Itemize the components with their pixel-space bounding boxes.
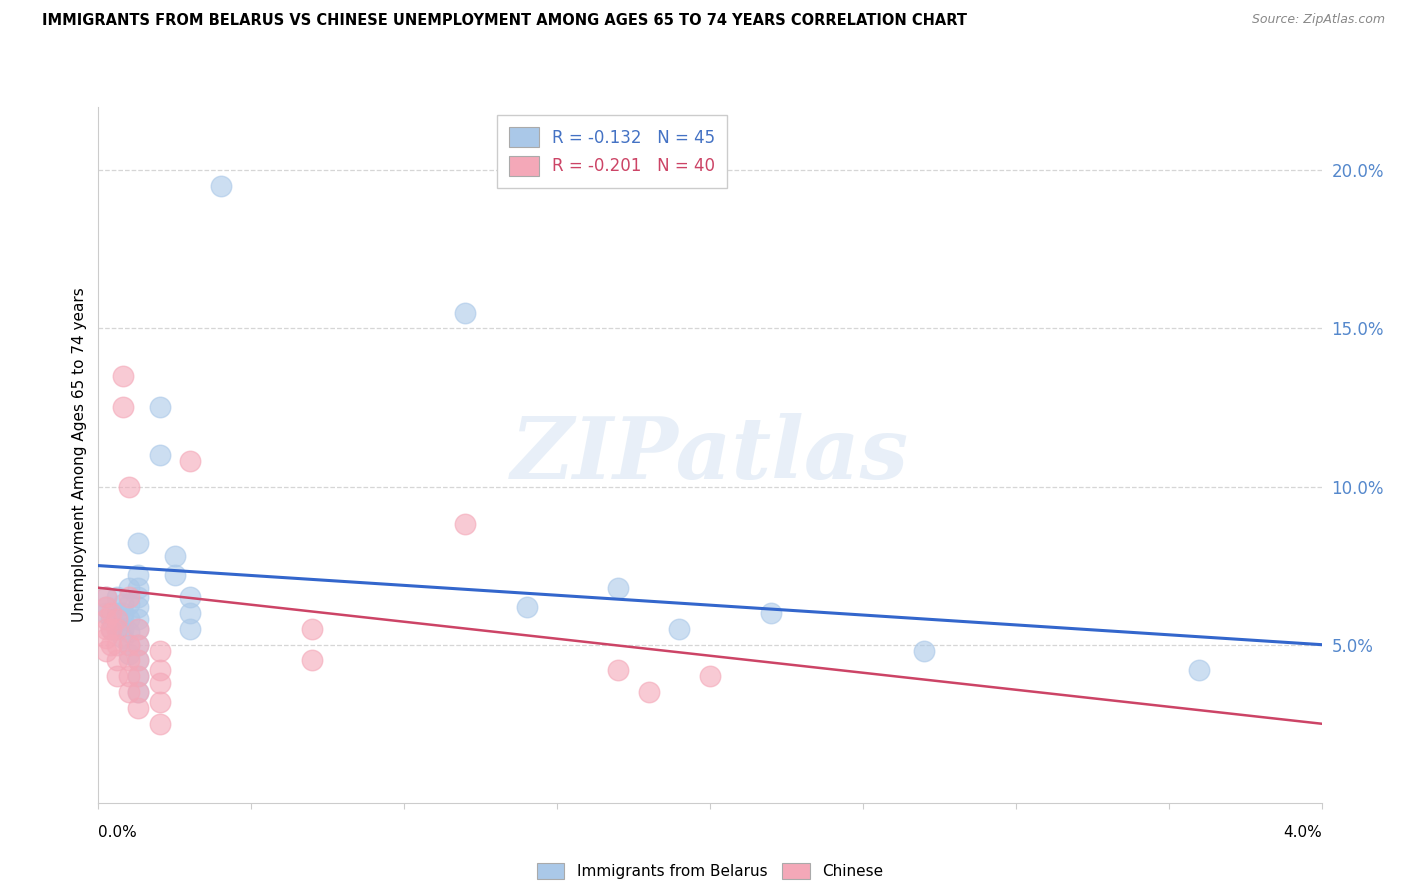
Point — [127, 622, 149, 636]
Point — [94, 599, 117, 614]
Point — [127, 653, 149, 667]
Point — [179, 454, 201, 468]
Point — [94, 591, 117, 605]
Point — [127, 591, 149, 605]
Text: ZIPatlas: ZIPatlas — [510, 413, 910, 497]
Point — [149, 644, 172, 658]
Point — [94, 644, 117, 658]
Point — [149, 401, 172, 415]
Point — [149, 695, 172, 709]
Point — [668, 622, 690, 636]
Point — [100, 622, 122, 636]
Point — [100, 612, 122, 626]
Point — [105, 622, 128, 636]
Point — [118, 597, 141, 611]
Point — [127, 685, 149, 699]
Point — [94, 632, 117, 646]
Point — [149, 448, 172, 462]
Point — [127, 669, 149, 683]
Point — [127, 536, 149, 550]
Point — [127, 581, 149, 595]
Point — [105, 606, 128, 620]
Point — [111, 606, 134, 620]
Point — [149, 663, 172, 677]
Point — [179, 622, 201, 636]
Point — [118, 638, 141, 652]
Point — [105, 653, 128, 667]
Point — [100, 638, 122, 652]
Point — [111, 368, 134, 383]
Point — [94, 599, 117, 614]
Point — [179, 606, 201, 620]
Point — [118, 625, 141, 640]
Point — [100, 606, 122, 620]
Point — [759, 606, 782, 620]
Point — [105, 612, 128, 626]
Point — [607, 581, 630, 595]
Point — [111, 632, 134, 646]
Point — [637, 685, 661, 699]
Point — [118, 685, 141, 699]
Point — [127, 638, 149, 652]
Point — [127, 599, 149, 614]
Point — [127, 685, 149, 699]
Point — [127, 701, 149, 715]
Point — [127, 669, 149, 683]
Point — [118, 591, 141, 605]
Point — [118, 653, 141, 667]
Point — [111, 597, 134, 611]
Point — [118, 638, 141, 652]
Legend: Immigrants from Belarus, Chinese: Immigrants from Belarus, Chinese — [530, 856, 890, 886]
Point — [100, 622, 122, 636]
Point — [94, 622, 117, 636]
Point — [912, 644, 935, 658]
Point — [94, 606, 117, 620]
Point — [607, 663, 630, 677]
Point — [94, 591, 117, 605]
Point — [118, 612, 141, 626]
Point — [1188, 663, 1211, 677]
Point — [111, 401, 134, 415]
Point — [163, 549, 186, 563]
Point — [105, 669, 128, 683]
Text: 4.0%: 4.0% — [1282, 825, 1322, 840]
Point — [149, 675, 172, 690]
Point — [516, 599, 538, 614]
Point — [699, 669, 721, 683]
Point — [118, 647, 141, 661]
Text: IMMIGRANTS FROM BELARUS VS CHINESE UNEMPLOYMENT AMONG AGES 65 TO 74 YEARS CORREL: IMMIGRANTS FROM BELARUS VS CHINESE UNEMP… — [42, 13, 967, 29]
Point — [111, 622, 134, 636]
Point — [454, 517, 477, 532]
Point — [111, 612, 134, 626]
Point — [94, 612, 117, 626]
Point — [127, 638, 149, 652]
Point — [105, 638, 128, 652]
Point — [209, 179, 232, 194]
Point — [127, 568, 149, 582]
Point — [301, 622, 323, 636]
Point — [118, 581, 141, 595]
Point — [127, 622, 149, 636]
Point — [105, 591, 128, 605]
Point — [163, 568, 186, 582]
Point — [118, 669, 141, 683]
Text: Source: ZipAtlas.com: Source: ZipAtlas.com — [1251, 13, 1385, 27]
Text: 0.0%: 0.0% — [98, 825, 138, 840]
Point — [127, 653, 149, 667]
Point — [149, 716, 172, 731]
Y-axis label: Unemployment Among Ages 65 to 74 years: Unemployment Among Ages 65 to 74 years — [72, 287, 87, 623]
Point — [127, 612, 149, 626]
Point — [118, 479, 141, 493]
Point — [301, 653, 323, 667]
Point — [179, 591, 201, 605]
Point — [105, 622, 128, 636]
Point — [454, 305, 477, 319]
